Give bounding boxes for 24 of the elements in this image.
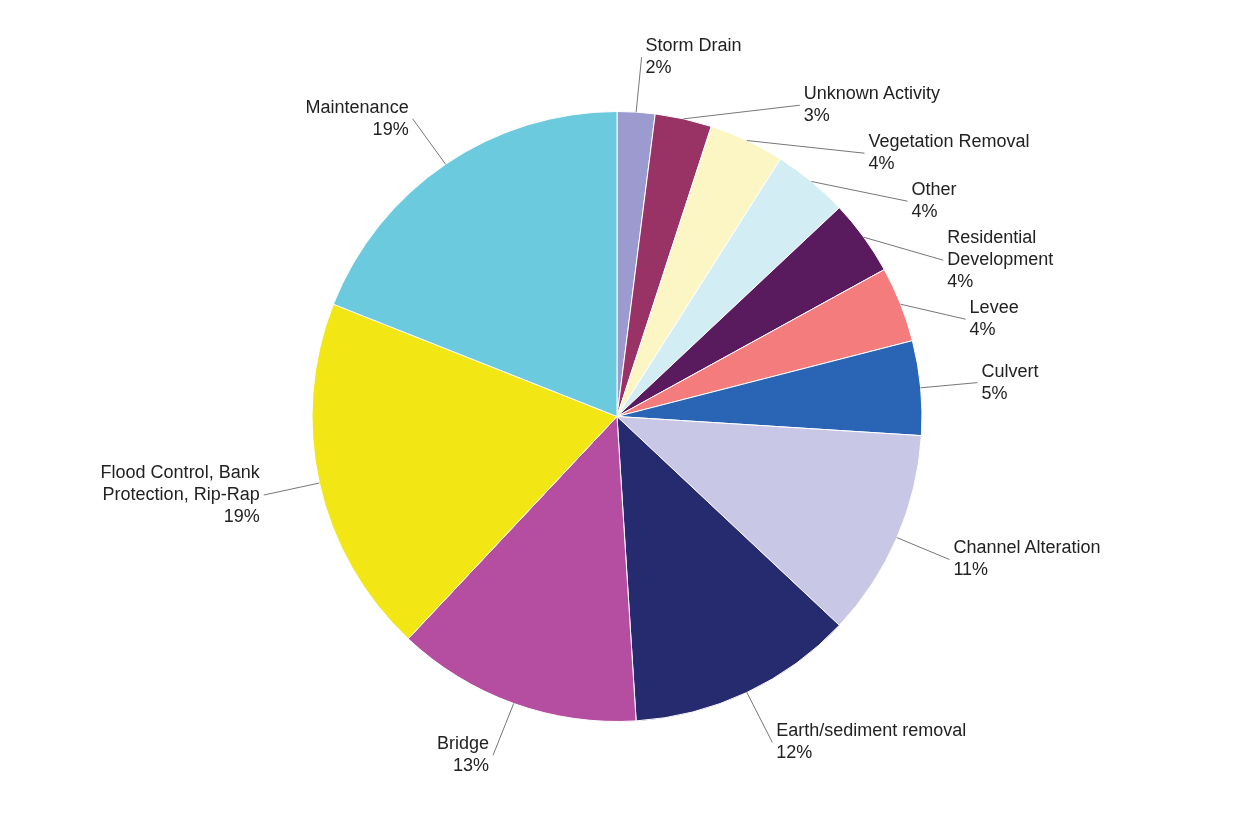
slice-label: Flood Control, Bank Protection, Rip-Rap: [100, 462, 261, 505]
data-label: 19%: [372, 118, 409, 139]
data-label: 5%: [981, 382, 1008, 403]
slice-label: Channel Alteration: [953, 537, 1101, 558]
data-label: 2%: [645, 57, 672, 78]
data-label: 13%: [453, 755, 490, 776]
data-label: 19%: [223, 506, 260, 527]
data-label: 3%: [803, 105, 830, 126]
slice-label: Storm Drain: [645, 35, 742, 56]
slice-label: Maintenance: [305, 96, 409, 117]
data-label: 4%: [947, 271, 974, 292]
slice-label: Residential Development: [947, 227, 1054, 270]
slice-label: Other: [911, 179, 957, 200]
slice-label: Vegetation Removal: [868, 131, 1030, 152]
slice-label: Bridge: [437, 733, 490, 754]
data-label: 4%: [969, 319, 996, 340]
slice-label: Culvert: [981, 360, 1039, 381]
slice-label: Levee: [969, 297, 1019, 318]
slice-label: Earth/sediment removal: [776, 720, 967, 741]
data-label: 11%: [953, 559, 989, 580]
data-label: 4%: [911, 201, 938, 222]
data-label: 4%: [868, 153, 895, 174]
data-label: 12%: [776, 742, 813, 763]
slice-label: Unknown Activity: [803, 83, 940, 104]
